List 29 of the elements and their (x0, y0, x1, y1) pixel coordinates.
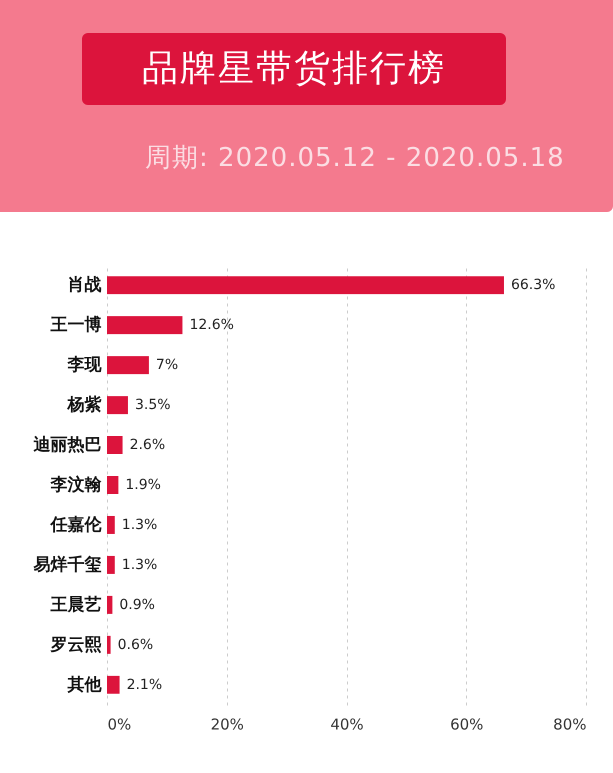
data-label: 0.9% (119, 596, 155, 613)
data-label: 3.5% (134, 397, 171, 414)
chart-title: 品牌星带货排行榜 (82, 33, 506, 105)
x-tick-label: 80% (553, 716, 586, 734)
x-tick-label: 20% (210, 716, 244, 734)
x-tick-label: 0% (108, 716, 132, 734)
y-tick-label: 李汶翰 (50, 475, 102, 495)
y-tick-label: 迪丽热巴 (32, 435, 102, 456)
y-tick-label: 王晨艺 (50, 594, 102, 615)
data-label: 0.6% (118, 636, 154, 653)
y-tick-label: 杨紫 (66, 395, 102, 416)
data-label: 7% (156, 357, 178, 374)
data-label: 1.9% (125, 477, 161, 493)
data-label: 66.3% (510, 277, 556, 294)
y-tick-label: 其他 (66, 674, 102, 695)
y-tick-label: 王一博 (50, 315, 102, 336)
x-tick-label: 40% (330, 716, 364, 734)
data-label: 1.3% (122, 556, 158, 573)
y-tick-label: 任嘉伦 (50, 514, 102, 535)
y-tick-label: 罗云熙 (50, 634, 102, 655)
x-tick-label: 60% (450, 716, 484, 734)
data-label: 1.3% (122, 516, 158, 533)
data-label: 2.6% (130, 437, 166, 454)
y-tick-label: 李现 (66, 355, 102, 376)
chart-subtitle: 周期: 2020.05.12 - 2020.05.18 (145, 142, 565, 175)
data-label: 12.6% (189, 317, 234, 334)
data-label: 2.1% (126, 676, 162, 693)
y-tick-label: 易烊千玺 (32, 554, 102, 575)
y-tick-label: 肖战 (68, 275, 102, 296)
